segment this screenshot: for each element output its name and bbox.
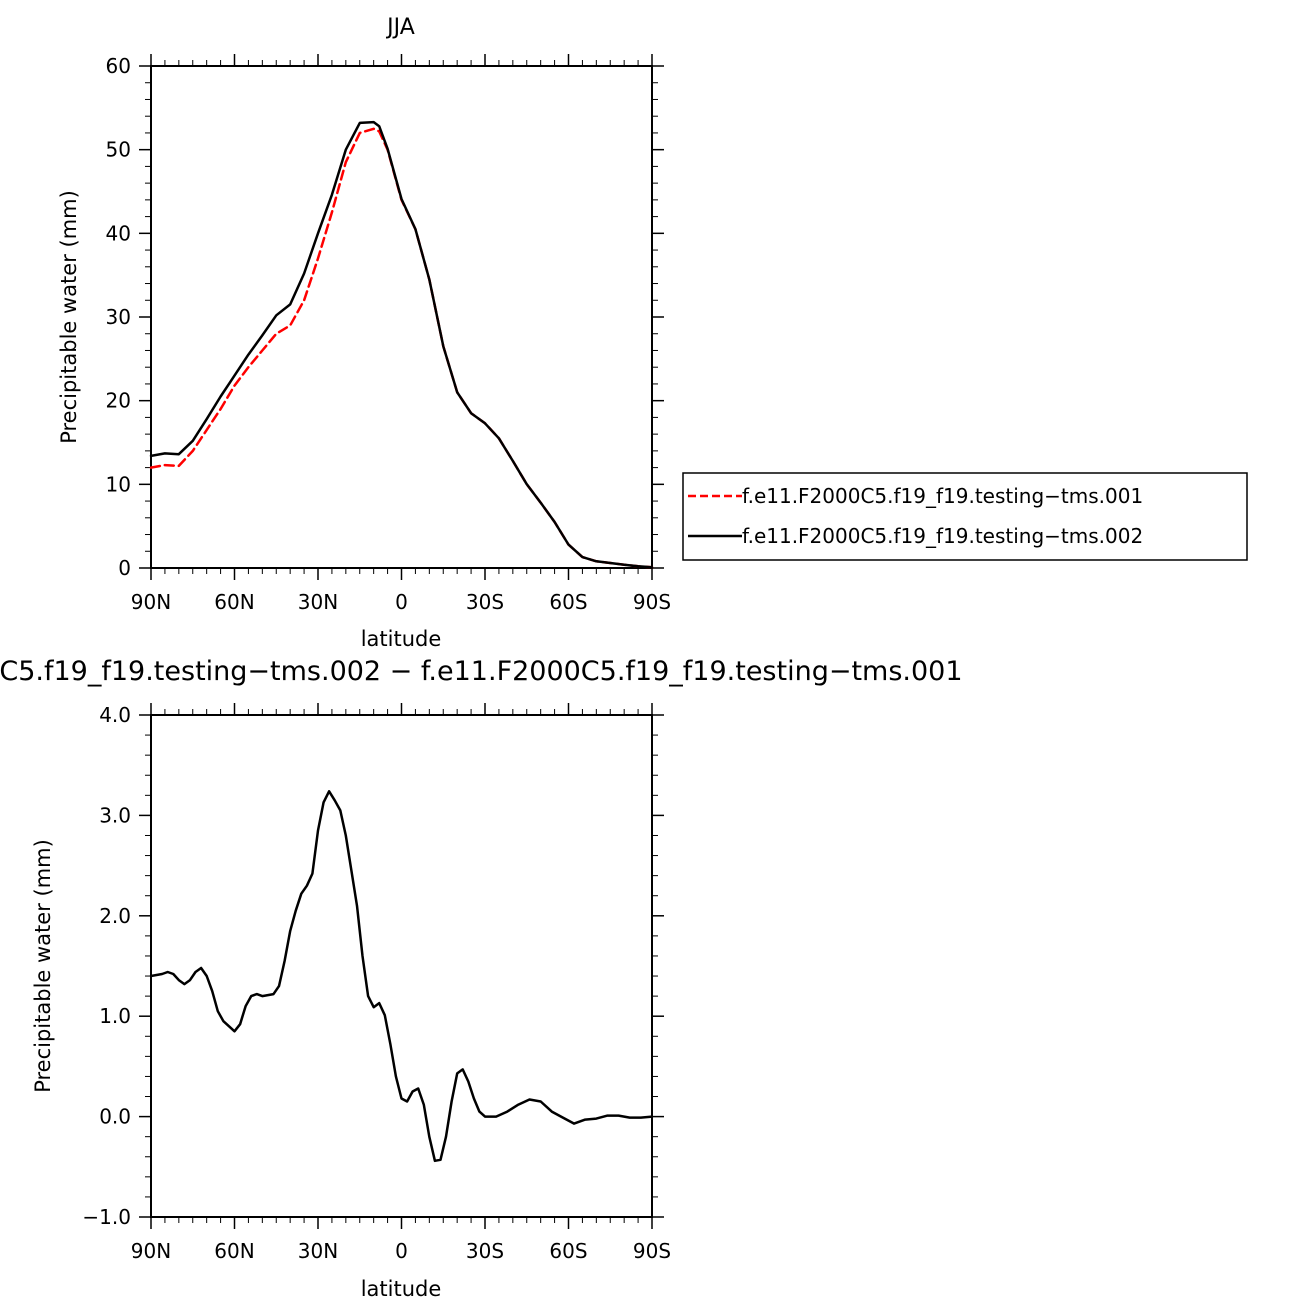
- top-chart-y-tick-label: 40: [106, 221, 131, 245]
- top-chart-title: JJA: [385, 15, 415, 40]
- top-chart-x-axis-title: latitude: [361, 627, 442, 651]
- top-chart-y-axis-title: Precipitable water (mm): [57, 190, 81, 444]
- bottom-chart-series-line-1: [149, 790, 654, 1163]
- top-chart-frame: [150, 65, 653, 569]
- bottom-chart-y-axis-title: Precipitable water (mm): [31, 839, 55, 1093]
- top-chart-series-line-2: [149, 120, 654, 569]
- bottom-chart-x-tick-label: 60S: [549, 1239, 587, 1263]
- bottom-chart-y-tick-label: 1.0: [99, 1004, 131, 1028]
- bottom-chart-x-tick-label: 30S: [466, 1239, 504, 1263]
- legend-label-series-1: f.e11.F2000C5.f19_f19.testing−tms.001: [742, 484, 1143, 508]
- top-chart-x-tick-label: 60S: [549, 590, 587, 614]
- top-chart-plot-area: 90N 60N 30N 0 30S 60S 90S 0 10 20 30 40 50 60: [106, 54, 671, 614]
- top-chart-y-tick-label: 20: [106, 389, 131, 413]
- bottom-chart-x-tick-label: 90S: [633, 1239, 671, 1263]
- legend-label-series-2: f.e11.F2000C5.f19_f19.testing−tms.002: [742, 524, 1143, 548]
- bottom-chart-x-axis-title: latitude: [361, 1277, 442, 1301]
- top-chart-x-tick-label: 30S: [466, 590, 504, 614]
- bottom-chart-x-tick-label: 30N: [298, 1239, 338, 1263]
- top-chart-x-tick-label: 60N: [214, 590, 254, 614]
- legend-box: [682, 472, 1248, 561]
- bottom-chart-y-tick-label: −1.0: [82, 1205, 131, 1229]
- bottom-chart-frame: [150, 714, 653, 1218]
- bottom-chart-x-tick-label: 60N: [214, 1239, 254, 1263]
- bottom-chart-x-tick-label: 90N: [131, 1239, 171, 1263]
- bottom-chart-x-tick-label: 0: [395, 1239, 408, 1263]
- bottom-chart-title: f.e11.F2000C5.f19_f19.testing−tms.002 − …: [0, 656, 963, 687]
- top-chart-y-tick-label: 10: [106, 472, 131, 496]
- top-chart-x-tick-label: 90N: [131, 590, 171, 614]
- bottom-chart-y-tick-label: 0.0: [99, 1105, 131, 1129]
- top-chart-y-tick-label: 60: [106, 54, 131, 78]
- top-chart-y-tick-label: 50: [106, 138, 131, 162]
- top-chart-y-tick-label: 30: [106, 305, 131, 329]
- bottom-chart-y-tick-label: 4.0: [99, 703, 131, 727]
- top-chart-x-tick-label: 90S: [633, 590, 671, 614]
- top-chart-x-tick-label: 0: [395, 590, 408, 614]
- bottom-chart-plot-area: 90N 60N 30N 0 30S 60S 90S −1.0 0.0 1.0 2.0 3.0 4.0: [82, 703, 671, 1263]
- bottom-chart-y-tick-label: 2.0: [99, 904, 131, 928]
- bottom-chart-y-tick-label: 3.0: [99, 803, 131, 827]
- top-chart-y-tick-label: 0: [118, 556, 131, 580]
- top-chart-x-tick-label: 30N: [298, 590, 338, 614]
- top-chart-legend: f.e11.F2000C5.f19_f19.testing−tms.001 f.…: [682, 472, 1248, 561]
